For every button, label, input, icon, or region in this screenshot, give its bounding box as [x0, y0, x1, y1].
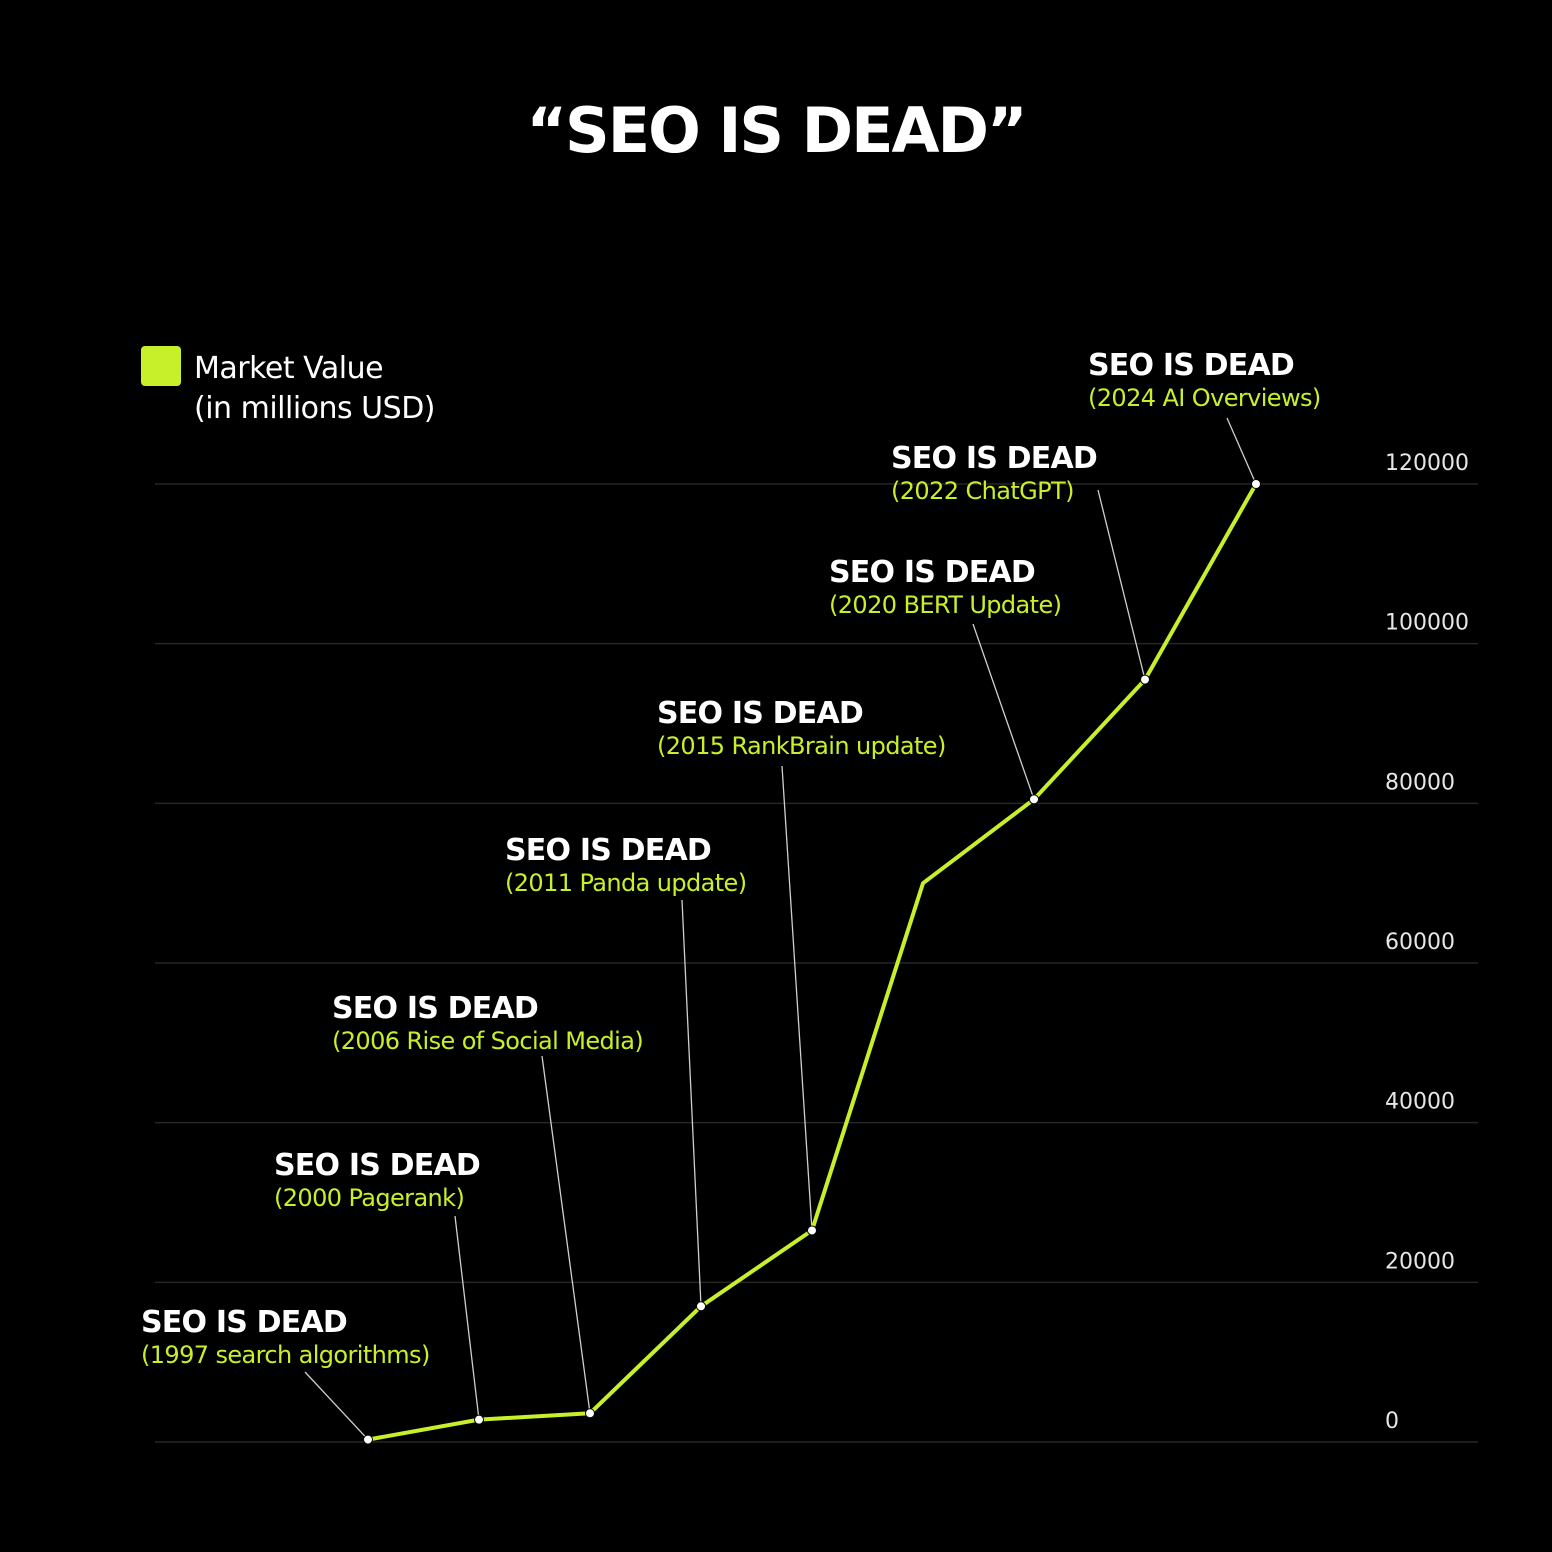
annotation-heading: SEO IS DEAD — [829, 555, 1035, 590]
annotation-label: (2024 AI Overviews) — [1088, 384, 1321, 412]
data-point-marker — [585, 1408, 595, 1419]
annotation-leader — [541, 1055, 591, 1414]
annotation-heading: SEO IS DEAD — [657, 696, 863, 731]
chart-title: “SEO IS DEAD” — [526, 94, 1025, 167]
annotation-label: (2006 Rise of Social Media) — [332, 1027, 643, 1055]
annotation-heading: SEO IS DEAD — [274, 1148, 480, 1183]
annotation-label: (2011 Panda update) — [505, 869, 746, 897]
data-point-marker — [1029, 794, 1039, 805]
y-tick-label: 100000 — [1385, 611, 1469, 636]
annotation-heading: SEO IS DEAD — [332, 991, 538, 1026]
annotation-label: (2020 BERT Update) — [829, 591, 1061, 619]
annotation-leader — [1097, 489, 1146, 680]
annotation-label: (2000 Pagerank) — [274, 1184, 464, 1212]
y-tick-label: 0 — [1385, 1409, 1399, 1434]
y-tick-label: 40000 — [1385, 1090, 1455, 1115]
annotation-label: (2015 RankBrain update) — [657, 732, 946, 760]
legend: Market Value (in millions USD) — [141, 346, 436, 426]
y-tick-label: 120000 — [1385, 451, 1469, 476]
annotation-leader — [304, 1371, 369, 1441]
legend-label: Market Value — [194, 351, 383, 386]
annotations: SEO IS DEAD(1997 search algorithms)SEO I… — [141, 348, 1321, 1369]
annotation-heading: SEO IS DEAD — [1088, 348, 1294, 383]
annotation-label: (1997 search algorithms) — [141, 1341, 430, 1369]
data-point-marker — [807, 1225, 817, 1236]
annotation-heading: SEO IS DEAD — [891, 441, 1097, 476]
legend-swatch — [141, 346, 181, 386]
data-point-marker — [474, 1414, 484, 1425]
annotation-heading: SEO IS DEAD — [505, 833, 711, 868]
annotation-heading: SEO IS DEAD — [141, 1305, 347, 1340]
annotation-leaders — [304, 417, 1257, 1441]
annotation-label: (2022 ChatGPT) — [891, 477, 1074, 505]
data-point-marker — [1140, 674, 1150, 685]
data-point-marker — [363, 1434, 373, 1445]
y-axis-ticks: 0 20000 40000 60000 80000 100000 120000 — [1385, 451, 1469, 1434]
y-tick-label: 80000 — [1385, 770, 1455, 795]
annotation-leader — [1226, 417, 1257, 485]
y-tick-label: 20000 — [1385, 1249, 1455, 1274]
legend-unit: (in millions USD) — [194, 391, 435, 426]
annotation-leader — [972, 623, 1035, 800]
data-point-marker — [1251, 479, 1261, 489]
data-point-marker — [696, 1301, 706, 1312]
data-points — [363, 479, 1261, 1445]
annotation-leader — [454, 1215, 480, 1420]
y-tick-label: 60000 — [1385, 930, 1455, 955]
annotation-leader — [781, 765, 813, 1231]
annotation-leader — [681, 899, 702, 1307]
